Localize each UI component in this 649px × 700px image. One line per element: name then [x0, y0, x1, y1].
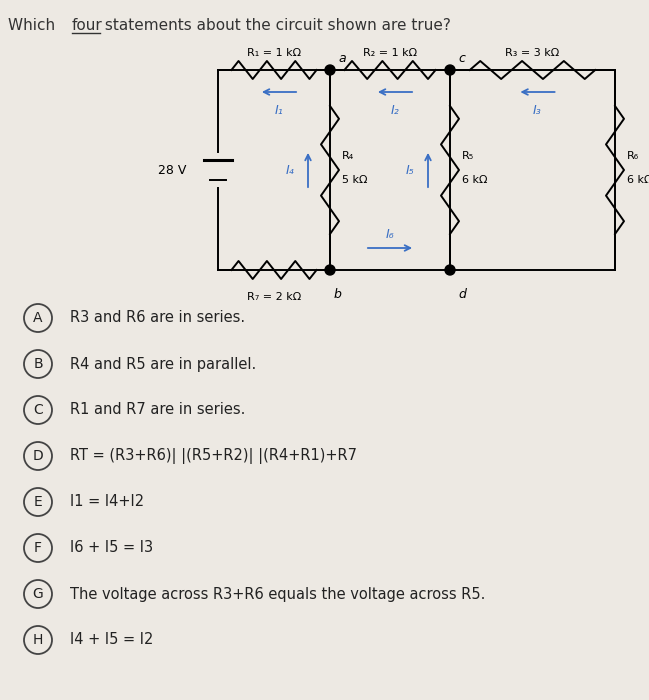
Text: D: D: [32, 449, 43, 463]
Text: The voltage across R3+R6 equals the voltage across R5.: The voltage across R3+R6 equals the volt…: [70, 587, 485, 601]
Text: I₆: I₆: [386, 228, 395, 241]
Text: B: B: [33, 357, 43, 371]
Text: R₁ = 1 kΩ: R₁ = 1 kΩ: [247, 48, 301, 58]
Text: I₅: I₅: [406, 164, 414, 176]
Text: R1 and R7 are in series.: R1 and R7 are in series.: [70, 402, 245, 417]
Text: R₆: R₆: [627, 151, 639, 161]
Text: b: b: [334, 288, 342, 301]
Text: statements about the circuit shown are true?: statements about the circuit shown are t…: [100, 18, 451, 33]
Circle shape: [445, 265, 455, 275]
Text: c: c: [458, 52, 465, 65]
Text: R₄: R₄: [342, 151, 354, 161]
Text: R₂ = 1 kΩ: R₂ = 1 kΩ: [363, 48, 417, 58]
Text: R3 and R6 are in series.: R3 and R6 are in series.: [70, 311, 245, 326]
Text: C: C: [33, 403, 43, 417]
Text: G: G: [32, 587, 43, 601]
Circle shape: [325, 65, 335, 75]
Text: 6 kΩ: 6 kΩ: [462, 175, 487, 185]
Text: R4 and R5 are in parallel.: R4 and R5 are in parallel.: [70, 356, 256, 372]
Text: Which: Which: [8, 18, 60, 33]
Text: 6 kΩ: 6 kΩ: [627, 175, 649, 185]
Text: I₂: I₂: [391, 104, 399, 116]
Circle shape: [445, 65, 455, 75]
Text: I1 = I4+I2: I1 = I4+I2: [70, 494, 144, 510]
Text: F: F: [34, 541, 42, 555]
Text: d: d: [458, 288, 466, 301]
Text: I4 + I5 = I2: I4 + I5 = I2: [70, 633, 153, 648]
Text: A: A: [33, 311, 43, 325]
Text: 28 V: 28 V: [158, 164, 186, 176]
Text: R₃ = 3 kΩ: R₃ = 3 kΩ: [506, 48, 559, 58]
Text: E: E: [34, 495, 42, 509]
Text: 5 kΩ: 5 kΩ: [342, 175, 367, 185]
Text: four: four: [72, 18, 103, 33]
Text: a: a: [338, 52, 346, 65]
Text: R₇ = 2 kΩ: R₇ = 2 kΩ: [247, 292, 301, 302]
Text: I₄: I₄: [286, 164, 295, 176]
Circle shape: [325, 265, 335, 275]
Text: I₃: I₃: [533, 104, 542, 116]
Text: I₁: I₁: [275, 104, 284, 116]
Text: R₅: R₅: [462, 151, 474, 161]
Text: RT = (R3+R6)| |(R5+R2)| |(R4+R1)+R7: RT = (R3+R6)| |(R5+R2)| |(R4+R1)+R7: [70, 448, 357, 464]
Text: I6 + I5 = I3: I6 + I5 = I3: [70, 540, 153, 556]
Text: H: H: [33, 633, 43, 647]
